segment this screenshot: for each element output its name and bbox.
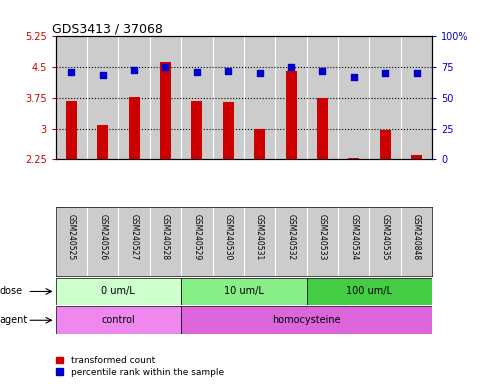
Bar [223, 103, 234, 159]
Bar [213, 207, 244, 276]
Bar [401, 207, 432, 276]
Text: dose: dose [0, 286, 22, 296]
Bar [401, 36, 432, 159]
Bar [191, 101, 202, 159]
Point [382, 70, 389, 76]
Point [193, 69, 201, 75]
Bar [338, 207, 369, 276]
Bar [181, 36, 213, 159]
Bar [307, 278, 432, 305]
Text: GSM240528: GSM240528 [161, 214, 170, 260]
Bar [118, 36, 150, 159]
Bar [56, 278, 181, 305]
Text: GSM240530: GSM240530 [224, 214, 233, 261]
Bar [369, 207, 401, 276]
Text: GSM240529: GSM240529 [192, 214, 201, 260]
Bar [285, 71, 297, 159]
Point [319, 68, 327, 74]
Bar [56, 306, 181, 334]
Bar [369, 36, 401, 159]
Bar [181, 278, 307, 305]
Point [350, 74, 357, 80]
Text: agent: agent [0, 315, 27, 325]
Bar [128, 97, 140, 159]
Text: GSM240534: GSM240534 [349, 214, 358, 261]
Point [68, 69, 75, 75]
Bar [97, 125, 108, 159]
Bar [411, 155, 422, 159]
Bar [150, 207, 181, 276]
Text: GSM240531: GSM240531 [255, 214, 264, 260]
Text: GSM240535: GSM240535 [381, 214, 390, 261]
Bar [307, 36, 338, 159]
Text: homocysteine: homocysteine [272, 315, 341, 325]
Bar [56, 36, 87, 159]
Point [99, 71, 107, 78]
Bar [380, 130, 391, 159]
Text: 0 um/L: 0 um/L [101, 286, 135, 296]
Bar [307, 207, 338, 276]
Point [224, 68, 232, 74]
Legend: transformed count, percentile rank within the sample: transformed count, percentile rank withi… [55, 355, 225, 377]
Text: GSM240848: GSM240848 [412, 214, 421, 260]
Bar [244, 207, 275, 276]
Text: GSM240532: GSM240532 [286, 214, 296, 260]
Bar [150, 36, 181, 159]
Text: GSM240533: GSM240533 [318, 214, 327, 261]
Bar [244, 36, 275, 159]
Bar [275, 36, 307, 159]
Bar [317, 98, 328, 159]
Point [161, 64, 170, 70]
Bar [275, 207, 307, 276]
Bar [181, 207, 213, 276]
Bar [181, 306, 432, 334]
Bar [160, 62, 171, 159]
Text: GSM240526: GSM240526 [98, 214, 107, 260]
Text: GSM240525: GSM240525 [67, 214, 76, 260]
Bar [338, 36, 369, 159]
Point [130, 66, 138, 73]
Point [256, 70, 264, 76]
Text: GDS3413 / 37068: GDS3413 / 37068 [52, 22, 163, 35]
Bar [66, 101, 77, 159]
Bar [87, 207, 118, 276]
Text: GSM240527: GSM240527 [129, 214, 139, 260]
Bar [254, 129, 265, 159]
Point [287, 64, 295, 70]
Bar [118, 207, 150, 276]
Point [412, 70, 420, 76]
Bar [87, 36, 118, 159]
Text: 10 um/L: 10 um/L [224, 286, 264, 296]
Bar [213, 36, 244, 159]
Text: control: control [101, 315, 135, 325]
Bar [56, 207, 87, 276]
Text: 100 um/L: 100 um/L [346, 286, 393, 296]
